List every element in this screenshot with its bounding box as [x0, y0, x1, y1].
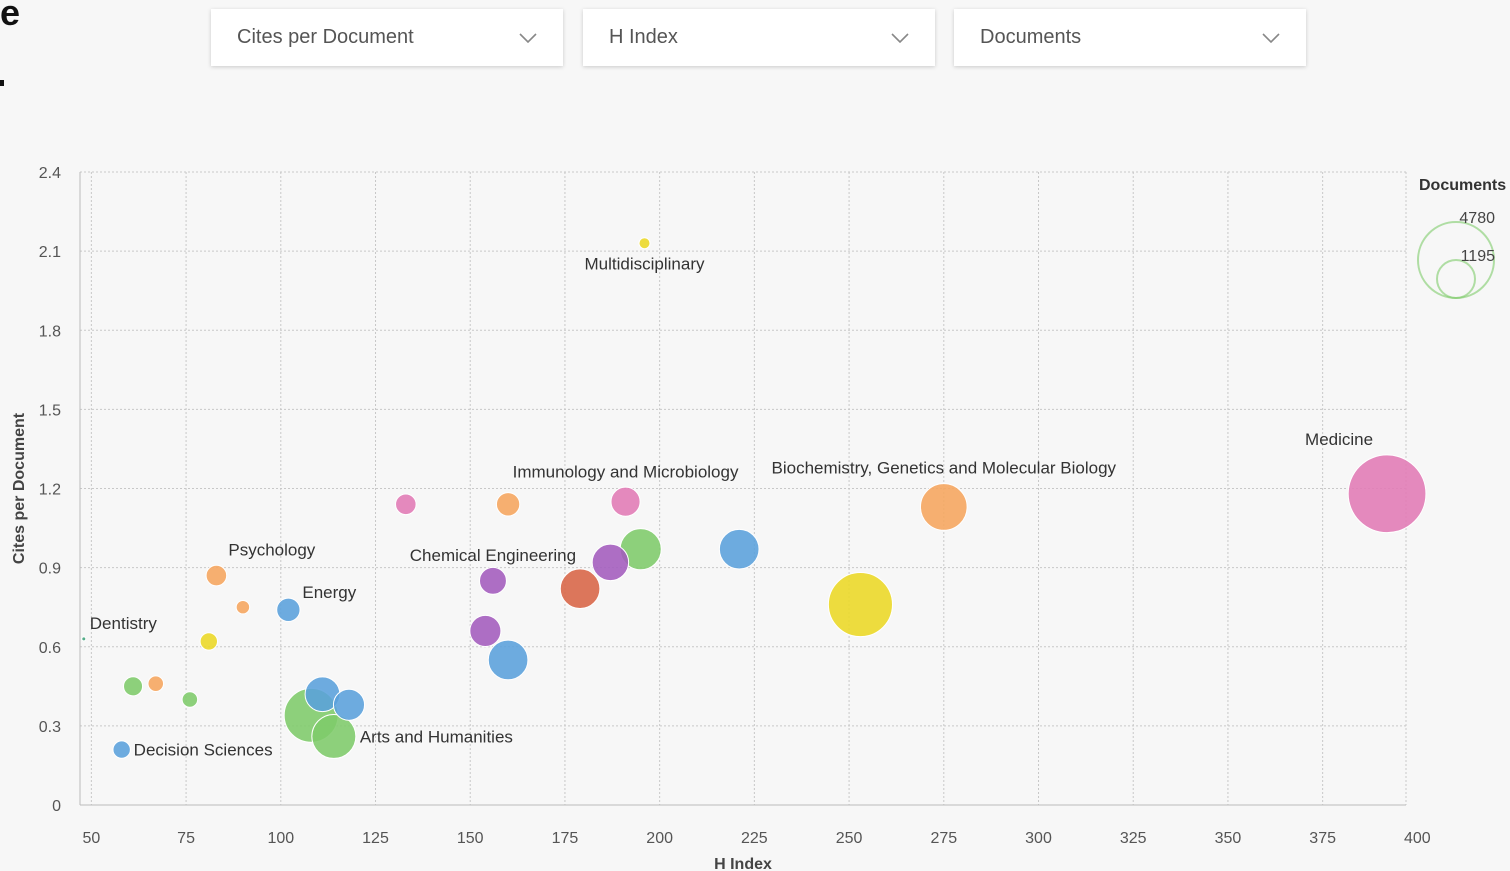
x-tick-label: 50	[82, 830, 100, 847]
y-tick-label: 0.6	[39, 640, 61, 657]
size-legend-circle	[1436, 259, 1476, 299]
bubble-label: Psychology	[228, 540, 315, 559]
bubble-point[interactable]	[147, 675, 165, 692]
y-tick-label: 1.5	[39, 402, 61, 419]
chart-grid	[80, 171, 1407, 805]
bubble-point[interactable]	[181, 691, 199, 708]
x-tick-label: 250	[836, 830, 863, 847]
bubble-label: Chemical Engineering	[410, 546, 576, 565]
x-tick-label: 375	[1309, 830, 1336, 847]
y-tick-label: 0.9	[39, 561, 61, 578]
bubble-point[interactable]	[395, 493, 417, 516]
chevron-down-icon	[891, 32, 909, 43]
bubble-point[interactable]	[638, 237, 651, 250]
chart-bubbles	[81, 237, 1427, 759]
size-metric-dropdown[interactable]: Documents	[954, 9, 1306, 66]
x-axis-title: H Index	[714, 856, 772, 871]
bubble-label: Arts and Humanities	[360, 727, 513, 746]
bubble-point[interactable]	[235, 599, 251, 615]
y-axis-title: Cites per Document	[11, 412, 28, 564]
bubble-point[interactable]	[332, 688, 366, 721]
x-tick-label: 100	[267, 830, 294, 847]
x-tick-label: 275	[930, 830, 957, 847]
corner-mark	[0, 80, 4, 86]
y-axis-metric-dropdown[interactable]: Cites per Document	[211, 9, 563, 66]
x-tick-label: 175	[552, 830, 579, 847]
chevron-down-icon	[519, 32, 537, 43]
bubble-point[interactable]	[559, 568, 601, 610]
y-tick-label: 0	[52, 798, 61, 815]
bubble-point[interactable]	[487, 639, 529, 681]
corner-text: e	[0, 0, 21, 33]
y-tick-label: 2.4	[39, 165, 61, 182]
bubble-point[interactable]	[610, 486, 641, 517]
size-legend-value: 4780	[1459, 210, 1495, 227]
bubble-label: Medicine	[1305, 430, 1373, 449]
bubble-point[interactable]	[919, 483, 968, 531]
bubble-label: Energy	[302, 583, 356, 602]
size-metric-label: Documents	[980, 26, 1082, 48]
bubble-point[interactable]	[123, 676, 144, 697]
bubble-label: Dentistry	[90, 614, 158, 633]
bubble-point[interactable]	[81, 636, 87, 642]
x-tick-label: 400	[1404, 830, 1431, 847]
bubble-point[interactable]	[591, 543, 630, 582]
bubble-point[interactable]	[112, 740, 131, 759]
bubble-label: Biochemistry, Genetics and Molecular Bio…	[772, 459, 1117, 478]
bubble-point[interactable]	[311, 713, 357, 759]
x-axis-metric-dropdown[interactable]: H Index	[583, 9, 935, 66]
y-axis-metric-label: Cites per Document	[237, 26, 414, 48]
bubble-point[interactable]	[469, 614, 502, 647]
bubble-point[interactable]	[478, 566, 507, 595]
y-tick-label: 1.8	[39, 323, 61, 340]
x-tick-label: 300	[1025, 830, 1052, 847]
chart-bubble-labels: Multidisciplinary Medicine Biochemistry, G…	[90, 255, 1373, 760]
x-tick-label: 350	[1215, 830, 1242, 847]
x-axis-metric-label: H Index	[609, 26, 678, 48]
x-tick-label: 150	[457, 830, 484, 847]
x-tick-label: 75	[177, 830, 195, 847]
chevron-down-icon	[1262, 32, 1280, 43]
y-tick-label: 1.2	[39, 482, 61, 499]
y-tick-label: 0.3	[39, 719, 61, 736]
bubble-point[interactable]	[495, 492, 521, 517]
size-legend-title: Documents	[1419, 177, 1506, 194]
size-legend: Documents 4780 1195	[1417, 177, 1506, 299]
bubble-point[interactable]	[718, 528, 760, 570]
y-tick-label: 2.1	[39, 244, 61, 261]
x-tick-label: 125	[362, 830, 389, 847]
bubble-point[interactable]	[827, 572, 893, 638]
size-legend-value: 1195	[1461, 248, 1496, 265]
x-tick-label: 325	[1120, 830, 1147, 847]
bubble-point[interactable]	[205, 564, 228, 587]
bubble-point[interactable]	[276, 597, 301, 622]
bubble-point[interactable]	[1347, 454, 1427, 534]
bubble-point[interactable]	[199, 632, 219, 651]
bubble-label: Immunology and Microbiology	[513, 463, 739, 482]
bubble-label: Decision Sciences	[134, 741, 273, 760]
x-tick-label: 225	[741, 830, 768, 847]
bubble-label: Multidisciplinary	[585, 255, 705, 274]
chart-axes: 50 75 100 125 150 175 200 225 250 275 300 325 350 375…	[11, 165, 1431, 871]
x-tick-label: 200	[646, 830, 673, 847]
